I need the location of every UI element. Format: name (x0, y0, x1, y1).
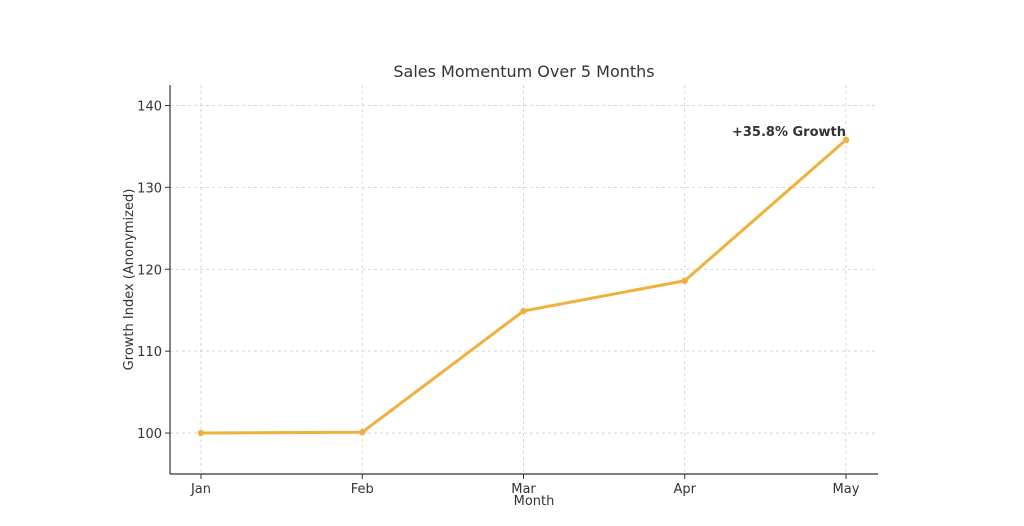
x-tick-label: Jan (190, 482, 211, 497)
grid (170, 85, 878, 474)
data-point (520, 307, 527, 315)
data-point (197, 429, 205, 437)
chart-title: Sales Momentum Over 5 Months (393, 62, 654, 81)
y-axis-label: Growth Index (Anonymized) (122, 189, 137, 371)
data-point (842, 136, 850, 144)
y-tick-label: 120 (137, 263, 162, 278)
y-tick-label: 100 (137, 427, 162, 442)
x-tick-label: Mar (511, 482, 536, 497)
y-tick-label: 110 (137, 345, 162, 360)
y-tick-label: 130 (137, 181, 162, 196)
growth-annotation: +35.8% Growth (732, 125, 846, 140)
data-point (681, 277, 688, 284)
axes (169, 85, 878, 475)
x-tick-label: Feb (351, 482, 374, 497)
series (197, 136, 850, 437)
x-tick-label: May (833, 482, 860, 497)
y-tick-label: 140 (137, 99, 162, 114)
x-axis-label: Month (514, 494, 555, 509)
ticks: Jan Feb Mar Apr May 100 110 120 130 140 (137, 99, 860, 497)
data-point (359, 429, 366, 436)
x-tick-label: Apr (674, 482, 697, 497)
